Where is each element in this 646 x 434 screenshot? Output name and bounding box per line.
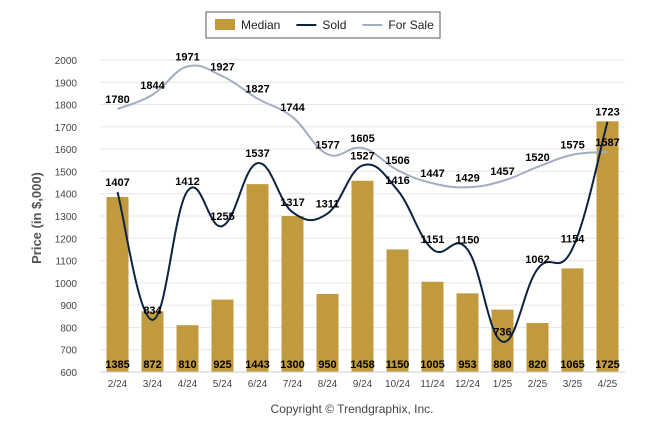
x-tick-label: 4/24 [178,379,198,390]
median-bar [106,197,129,372]
sold-value-label: 1412 [175,176,199,188]
for-sale-value-label: 1577 [315,139,339,151]
for-sale-value-label: 1605 [350,133,374,145]
median-bar-label: 1065 [560,359,584,371]
x-tick-label: 2/25 [528,379,548,390]
sold-value-label: 1151 [421,234,445,246]
y-tick-label: 1300 [55,212,78,223]
sold-value-label: 1154 [561,234,586,246]
y-tick-label: 1500 [55,167,78,178]
copyright-footer: Copyright © Trendgraphix, Inc. [271,402,434,416]
x-tick-label: 7/24 [283,379,303,390]
median-bar [176,325,199,372]
median-bar-label: 810 [178,359,196,371]
median-bar [211,299,234,372]
for-sale-value-label: 1780 [105,94,129,106]
sold-value-label: 1537 [245,148,269,160]
median-bar-label: 1385 [105,359,129,371]
sold-value-label: 1311 [316,199,340,211]
for-sale-value-label: 1457 [490,166,514,178]
median-bar-label: 1005 [420,359,444,371]
sold-value-label: 1416 [385,175,409,187]
x-tick-label: 11/24 [420,379,445,390]
for-sale-value-label: 1506 [385,155,409,167]
for-sale-value-label: 1744 [280,102,305,114]
sold-value-label: 1407 [105,177,129,189]
legend [205,11,441,39]
x-tick-label: 4/25 [598,379,618,390]
sold-value-label: 1317 [280,197,304,209]
x-tick-label: 6/24 [248,379,268,390]
y-tick-label: 900 [60,301,77,312]
median-bar [281,216,304,372]
median-bar-label: 820 [528,359,546,371]
median-bar [456,293,479,372]
x-tick-label: 5/24 [213,379,233,390]
median-bar-label: 1300 [280,359,304,371]
median-bar [561,268,584,372]
median-bar [246,184,269,372]
for-sale-value-label: 1587 [595,137,619,149]
median-bar [141,311,164,372]
median-bar-label: 1725 [595,359,619,371]
y-tick-label: 600 [60,368,77,379]
y-tick-label: 1700 [55,123,78,134]
for-sale-value-label: 1429 [455,172,479,184]
for-sale-value-label: 1844 [140,80,165,92]
median-bar-label: 1150 [386,359,410,371]
for-sale-value-label: 1447 [420,168,444,180]
median-bar-label: 925 [213,359,231,371]
for-sale-value-label: 1575 [560,140,584,152]
sold-value-label: 1527 [350,150,374,162]
median-bar [316,294,339,372]
median-bar-label: 880 [493,359,511,371]
x-tick-label: 8/24 [318,379,338,390]
x-tick-label: 3/25 [563,379,583,390]
median-bar [596,121,619,373]
for-sale-value-label: 1927 [210,61,234,73]
y-axis-label: Price (in $,000) [29,172,44,264]
for-sale-line [117,64,608,189]
y-tick-label: 2000 [55,56,78,67]
y-tick-label: 1100 [55,257,77,268]
y-tick-label: 1200 [55,234,78,245]
sold-line [116,121,609,343]
x-tick-label: 12/24 [455,379,480,390]
x-tick-label: 2/24 [108,379,128,390]
x-tick-label: 10/24 [385,379,410,390]
x-tick-label: 9/24 [353,379,373,390]
for-sale-legend-label: For Sale [388,18,434,32]
median-bar-label: 1458 [350,359,374,371]
sold-value-label: 1723 [595,107,619,119]
median-bar [351,180,374,372]
median-legend-swatch [215,19,235,30]
sold-value-label: 834 [143,305,162,317]
y-tick-label: 700 [60,346,77,357]
sold-value-label: 736 [493,327,511,339]
sold-value-label: 1255 [210,211,234,223]
for-sale-value-label: 1971 [175,51,199,63]
median-legend-label: Median [241,18,280,32]
median-bar [386,249,409,372]
y-tick-label: 1800 [55,101,78,112]
sold-legend-label: Sold [322,18,346,32]
median-bar-label: 872 [143,359,161,371]
x-tick-label: 1/25 [493,379,513,390]
median-bar-label: 1443 [245,359,269,371]
y-tick-label: 1600 [55,145,78,156]
median-bar [526,322,549,372]
sold-value-label: 1150 [456,234,480,246]
median-bar [421,281,444,372]
y-tick-label: 1900 [55,78,78,89]
median-bar-label: 950 [318,359,336,371]
for-sale-value-label: 1827 [245,84,269,96]
median-bar-label: 953 [458,359,476,371]
for-sale-value-label: 1520 [525,152,549,164]
y-tick-label: 1000 [55,279,78,290]
sold-value-label: 1062 [525,254,549,266]
x-tick-label: 3/24 [143,379,163,390]
y-tick-label: 1400 [55,190,78,201]
y-tick-label: 800 [60,323,77,334]
